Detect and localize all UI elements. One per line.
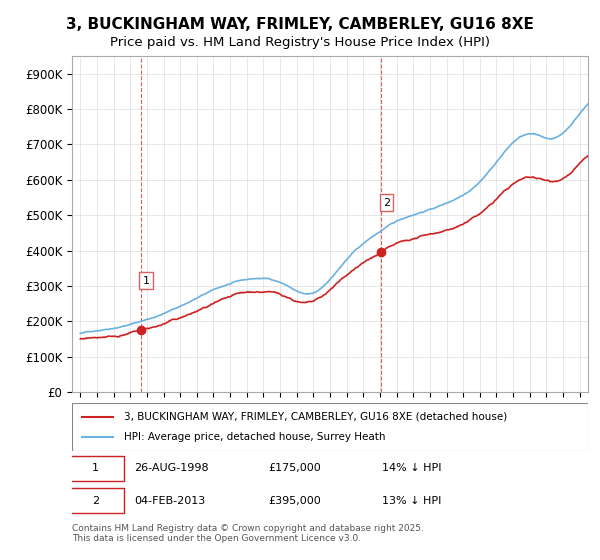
Text: 26-AUG-1998: 26-AUG-1998 bbox=[134, 464, 209, 473]
Text: HPI: Average price, detached house, Surrey Heath: HPI: Average price, detached house, Surr… bbox=[124, 432, 385, 442]
Text: 14% ↓ HPI: 14% ↓ HPI bbox=[382, 464, 441, 473]
Text: 04-FEB-2013: 04-FEB-2013 bbox=[134, 496, 205, 506]
Text: 1: 1 bbox=[143, 276, 149, 286]
FancyBboxPatch shape bbox=[67, 488, 124, 513]
Text: £175,000: £175,000 bbox=[268, 464, 321, 473]
Text: Contains HM Land Registry data © Crown copyright and database right 2025.
This d: Contains HM Land Registry data © Crown c… bbox=[72, 524, 424, 543]
Text: 3, BUCKINGHAM WAY, FRIMLEY, CAMBERLEY, GU16 8XE: 3, BUCKINGHAM WAY, FRIMLEY, CAMBERLEY, G… bbox=[66, 17, 534, 32]
Text: £395,000: £395,000 bbox=[268, 496, 321, 506]
Text: 13% ↓ HPI: 13% ↓ HPI bbox=[382, 496, 441, 506]
FancyBboxPatch shape bbox=[67, 455, 124, 480]
Text: 2: 2 bbox=[92, 496, 99, 506]
Text: 3, BUCKINGHAM WAY, FRIMLEY, CAMBERLEY, GU16 8XE (detached house): 3, BUCKINGHAM WAY, FRIMLEY, CAMBERLEY, G… bbox=[124, 412, 507, 422]
FancyBboxPatch shape bbox=[72, 403, 588, 451]
Text: 1: 1 bbox=[92, 464, 99, 473]
Text: 2: 2 bbox=[383, 198, 390, 208]
Text: Price paid vs. HM Land Registry's House Price Index (HPI): Price paid vs. HM Land Registry's House … bbox=[110, 36, 490, 49]
